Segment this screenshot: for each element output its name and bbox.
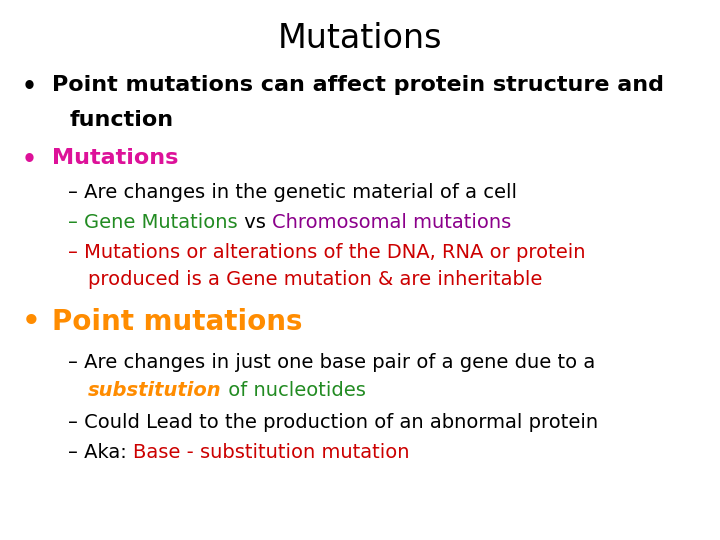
Text: vs: vs	[238, 213, 272, 232]
Text: produced is a Gene mutation & are inheritable: produced is a Gene mutation & are inheri…	[88, 270, 542, 289]
Text: Point mutations can affect protein structure and: Point mutations can affect protein struc…	[52, 75, 664, 95]
Text: of nucleotides: of nucleotides	[222, 381, 366, 400]
Text: Gene Mutations: Gene Mutations	[84, 213, 238, 232]
Text: Point mutations: Point mutations	[52, 308, 302, 336]
Text: Mutations: Mutations	[52, 148, 179, 168]
Text: Chromosomal mutations: Chromosomal mutations	[272, 213, 511, 232]
Text: – Could Lead to the production of an abnormal protein: – Could Lead to the production of an abn…	[68, 413, 598, 432]
Text: •: •	[22, 308, 41, 336]
Text: •: •	[22, 75, 37, 99]
Text: – Mutations or alterations of the DNA, RNA or protein: – Mutations or alterations of the DNA, R…	[68, 243, 585, 262]
Text: –: –	[68, 213, 84, 232]
Text: – Are changes in the genetic material of a cell: – Are changes in the genetic material of…	[68, 183, 517, 202]
Text: •: •	[22, 148, 37, 172]
Text: function: function	[70, 110, 174, 130]
Text: Base - substitution mutation: Base - substitution mutation	[133, 443, 410, 462]
Text: – Are changes in just one base pair of a gene due to a: – Are changes in just one base pair of a…	[68, 353, 595, 372]
Text: – Aka:: – Aka:	[68, 443, 133, 462]
Text: substitution: substitution	[88, 381, 222, 400]
Text: Mutations: Mutations	[278, 22, 442, 55]
